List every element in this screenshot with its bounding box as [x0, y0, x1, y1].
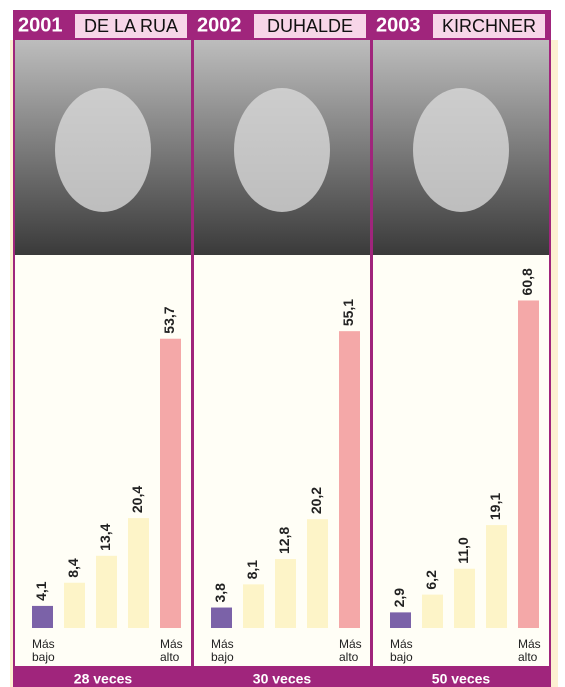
panel-name: KIRCHNER	[442, 16, 536, 36]
value-label: 8,1	[244, 560, 260, 580]
panel-note: 50 veces	[432, 671, 491, 687]
infographic: 2001 DE LA RUA 4,1 Másbajo 8,4 13,4 20,4 53,7 Má…	[0, 0, 565, 687]
value-label: 55,1	[340, 299, 356, 326]
bar	[454, 569, 475, 628]
bar	[422, 595, 443, 628]
panel-year: 2003	[376, 14, 421, 36]
bar	[275, 559, 296, 628]
value-label: 6,2	[423, 570, 439, 590]
bar	[32, 606, 53, 628]
panel-note: 30 veces	[253, 671, 312, 687]
value-label: 13,4	[97, 523, 113, 550]
bar	[64, 583, 85, 628]
value-label: 20,2	[308, 487, 324, 514]
bar	[486, 525, 507, 628]
panel-year: 2001	[18, 14, 63, 36]
bar	[518, 300, 539, 628]
value-label: 20,4	[129, 486, 145, 513]
bar	[96, 556, 117, 628]
panel-year: 2002	[197, 14, 242, 36]
bar	[339, 331, 360, 628]
value-label: 11,0	[455, 537, 471, 564]
photo-face	[413, 88, 509, 212]
value-label: 19,1	[487, 493, 503, 520]
bar	[160, 339, 181, 628]
value-label: 53,7	[161, 306, 177, 333]
bar	[128, 518, 149, 628]
bar	[390, 612, 411, 628]
bar	[211, 608, 232, 628]
value-label: 2,9	[391, 588, 407, 608]
value-label: 12,8	[276, 527, 292, 554]
value-label: 3,8	[212, 583, 228, 603]
photo-face	[55, 88, 151, 212]
panel-name: DUHALDE	[267, 16, 353, 36]
value-label: 8,4	[65, 558, 81, 578]
panel-name: DE LA RUA	[84, 16, 178, 36]
panel-note: 28 veces	[74, 671, 133, 687]
photo-face	[234, 88, 330, 212]
bar	[307, 519, 328, 628]
value-label: 60,8	[519, 268, 535, 295]
bar	[243, 584, 264, 628]
value-label: 4,1	[33, 581, 49, 601]
